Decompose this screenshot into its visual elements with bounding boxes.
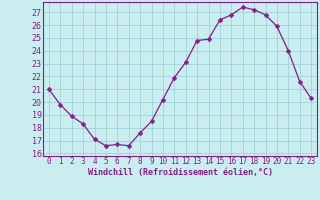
X-axis label: Windchill (Refroidissement éolien,°C): Windchill (Refroidissement éolien,°C) bbox=[87, 168, 273, 177]
